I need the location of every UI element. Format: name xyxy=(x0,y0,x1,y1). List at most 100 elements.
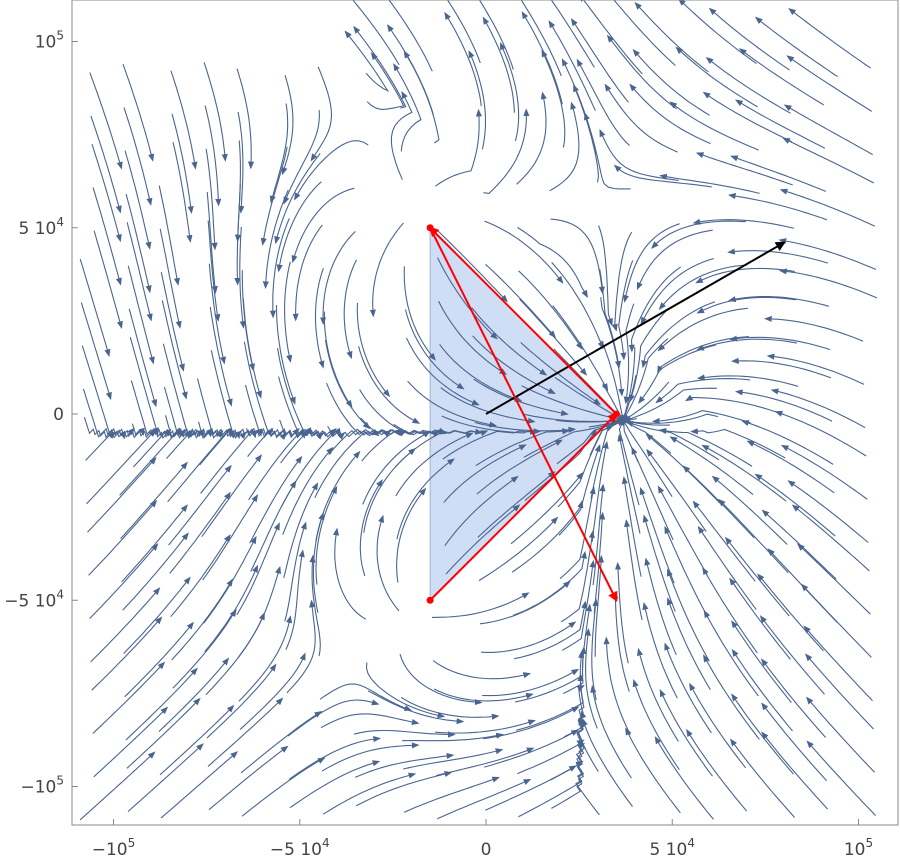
stream-line xyxy=(367,690,465,725)
stream-line xyxy=(675,46,758,108)
stream-line xyxy=(237,111,245,214)
stream-line xyxy=(93,230,123,329)
stream-line xyxy=(476,439,563,495)
stream-line xyxy=(573,84,599,183)
stream-line xyxy=(91,144,122,243)
stream-line xyxy=(83,417,135,439)
stream-line xyxy=(563,650,585,738)
stream-line xyxy=(283,482,319,579)
stream-line xyxy=(696,296,796,314)
stream-line xyxy=(478,0,514,70)
stream-line xyxy=(482,668,580,697)
stream-line xyxy=(788,7,871,69)
stream-line xyxy=(592,483,606,586)
stream-line xyxy=(701,444,787,502)
stream-line xyxy=(550,710,587,781)
stream-line xyxy=(315,485,338,585)
stream-line xyxy=(517,227,588,298)
stream-line xyxy=(727,193,828,221)
stream-line xyxy=(122,64,155,162)
stream-line xyxy=(158,657,230,732)
stream-line xyxy=(86,429,157,505)
stream-line xyxy=(435,719,536,734)
stream-line xyxy=(686,728,748,812)
stream-line xyxy=(551,262,604,350)
stream-line xyxy=(613,164,712,188)
stream-line xyxy=(289,760,381,809)
stream-line xyxy=(621,476,642,577)
stream-line xyxy=(436,747,535,777)
y-tick-label: 105 xyxy=(35,29,64,53)
stream-line xyxy=(521,11,563,105)
stream-line xyxy=(393,423,489,437)
stream-line xyxy=(510,472,584,545)
stream-line xyxy=(468,50,487,150)
stream-line xyxy=(445,504,521,575)
stream-line xyxy=(757,573,824,652)
stream-line xyxy=(685,394,785,416)
stream-line xyxy=(269,103,289,204)
stream-line xyxy=(123,107,153,206)
stream-line xyxy=(696,374,799,387)
stream-line xyxy=(561,559,596,651)
stream-line xyxy=(282,446,334,535)
stream-line xyxy=(644,557,677,656)
stream-line xyxy=(122,532,189,611)
stream-line xyxy=(622,387,717,422)
y-tick-label: 0 xyxy=(53,405,64,425)
stream-line xyxy=(637,647,679,742)
stream-line xyxy=(124,150,152,250)
stream-line xyxy=(159,704,235,776)
stream-line xyxy=(92,187,122,286)
stream-line xyxy=(403,776,500,813)
stream-line xyxy=(640,257,714,325)
stream-line xyxy=(474,421,577,433)
triangle-vertex-3 xyxy=(426,596,434,604)
stream-line xyxy=(642,514,676,612)
stream-line xyxy=(366,52,405,110)
stream-line xyxy=(485,765,577,811)
stream-line xyxy=(628,266,682,353)
stream-line xyxy=(578,0,643,75)
stream-line xyxy=(127,743,204,813)
stream-line xyxy=(376,514,400,612)
stream-line xyxy=(393,63,422,152)
stream-line xyxy=(646,448,707,532)
stream-line xyxy=(125,667,198,741)
stream-line xyxy=(559,486,596,580)
stream-line xyxy=(203,535,257,624)
stream-line xyxy=(764,315,864,342)
stream-line xyxy=(803,625,873,702)
stream-line xyxy=(754,473,836,537)
stream-line xyxy=(521,385,618,421)
stream-line xyxy=(79,751,156,821)
stream-line xyxy=(484,220,564,284)
stream-line xyxy=(359,479,383,577)
stream-line xyxy=(369,222,404,318)
stream-line xyxy=(796,543,871,615)
stream-line xyxy=(591,598,599,701)
stream-lines-layer xyxy=(79,0,878,821)
stream-line xyxy=(482,16,515,113)
stream-line xyxy=(168,464,232,546)
stream-line xyxy=(786,55,872,112)
stream-line xyxy=(549,101,580,192)
stream-line xyxy=(599,268,622,369)
stream-line xyxy=(664,642,712,734)
stream-line xyxy=(741,420,834,465)
stream-line xyxy=(129,337,160,436)
stream-line xyxy=(617,413,719,424)
stream-line xyxy=(126,697,201,769)
stream-line xyxy=(161,300,188,400)
stream-line xyxy=(800,583,872,658)
stream-line xyxy=(171,113,194,215)
stream-line xyxy=(125,193,152,294)
stream-line xyxy=(617,433,641,534)
triangle-vertex-2 xyxy=(612,410,620,418)
stream-line xyxy=(624,519,643,621)
stream-line xyxy=(324,339,371,430)
stream-line xyxy=(724,536,790,617)
stream-line xyxy=(766,353,865,385)
stream-line xyxy=(90,115,122,214)
stream-line xyxy=(403,266,436,361)
